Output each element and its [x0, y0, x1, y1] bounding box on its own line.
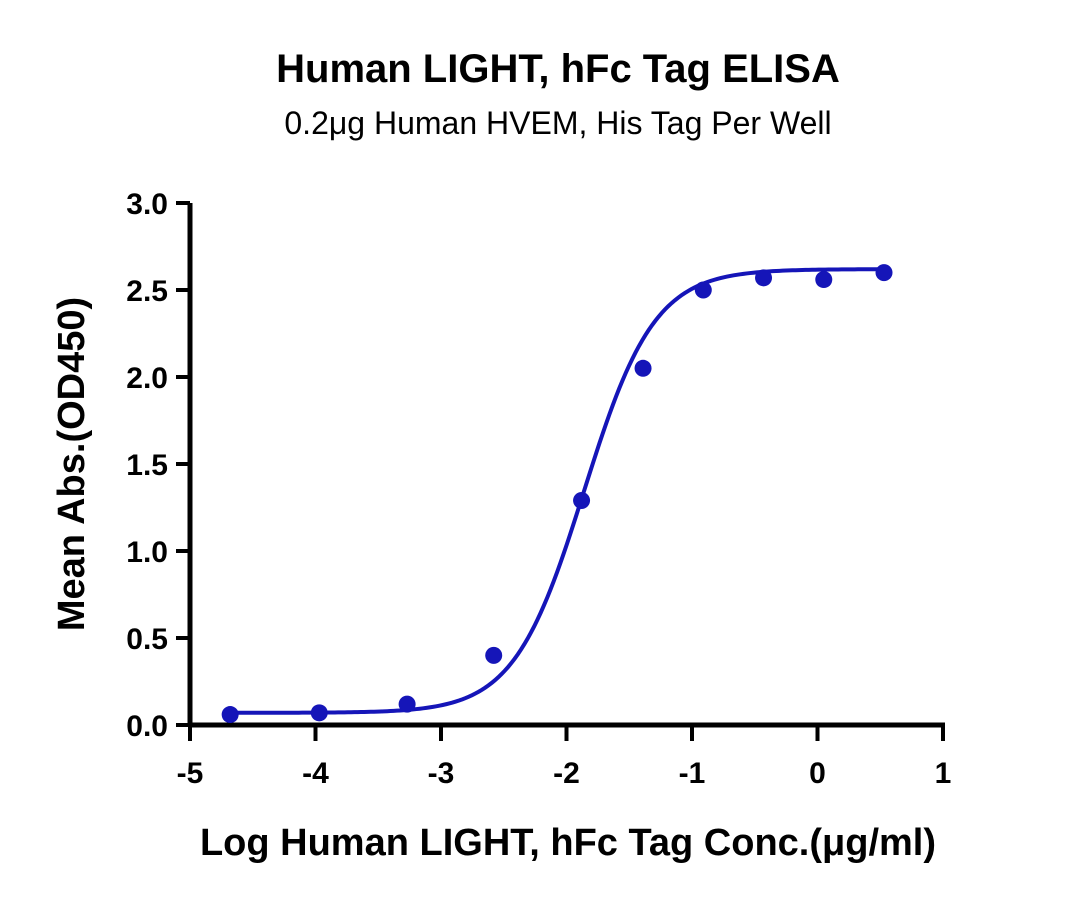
data-point [398, 695, 416, 713]
axes: 0.0 0.5 1.0 1.5 2.0 2.5 3.0 -5 -4 -3 -2 -1 0 1 [126, 188, 951, 790]
y-tick-label: 3.0 [126, 188, 168, 221]
data-points-layer [221, 264, 893, 724]
y-tick-label: 1.5 [126, 449, 168, 482]
x-axis-label: Log Human LIGHT, hFc Tag Conc.(μg/ml) [200, 822, 936, 864]
x-tick-label: -5 [177, 757, 204, 790]
data-point [755, 269, 773, 287]
data-point [694, 281, 712, 299]
y-tick-label: 0.0 [126, 710, 168, 743]
x-tick-label: -1 [679, 757, 706, 790]
chart-subtitle: 0.2μg Human HVEM, His Tag Per Well [284, 105, 831, 141]
y-tick-label: 0.5 [126, 623, 168, 656]
chart-title: Human LIGHT, hFc Tag ELISA [276, 47, 840, 91]
x-tick-label: -4 [302, 757, 329, 790]
data-point [573, 492, 591, 510]
data-point [875, 264, 893, 282]
x-tick-label: -3 [428, 757, 455, 790]
fit-curve-layer [230, 267, 885, 715]
y-tick-label: 2.5 [126, 275, 168, 308]
x-tick-label: 1 [935, 757, 952, 790]
y-tick-label: 1.0 [126, 536, 168, 569]
fit-curve [230, 267, 885, 715]
data-point [815, 271, 833, 289]
data-point [221, 706, 239, 724]
y-tick-label: 2.0 [126, 362, 168, 395]
x-tick-label: -2 [553, 757, 580, 790]
data-point [485, 646, 503, 664]
data-point [634, 359, 652, 377]
x-tick-label: 0 [809, 757, 826, 790]
y-axis-label: Mean Abs.(OD450) [51, 297, 93, 631]
data-point [310, 704, 328, 722]
